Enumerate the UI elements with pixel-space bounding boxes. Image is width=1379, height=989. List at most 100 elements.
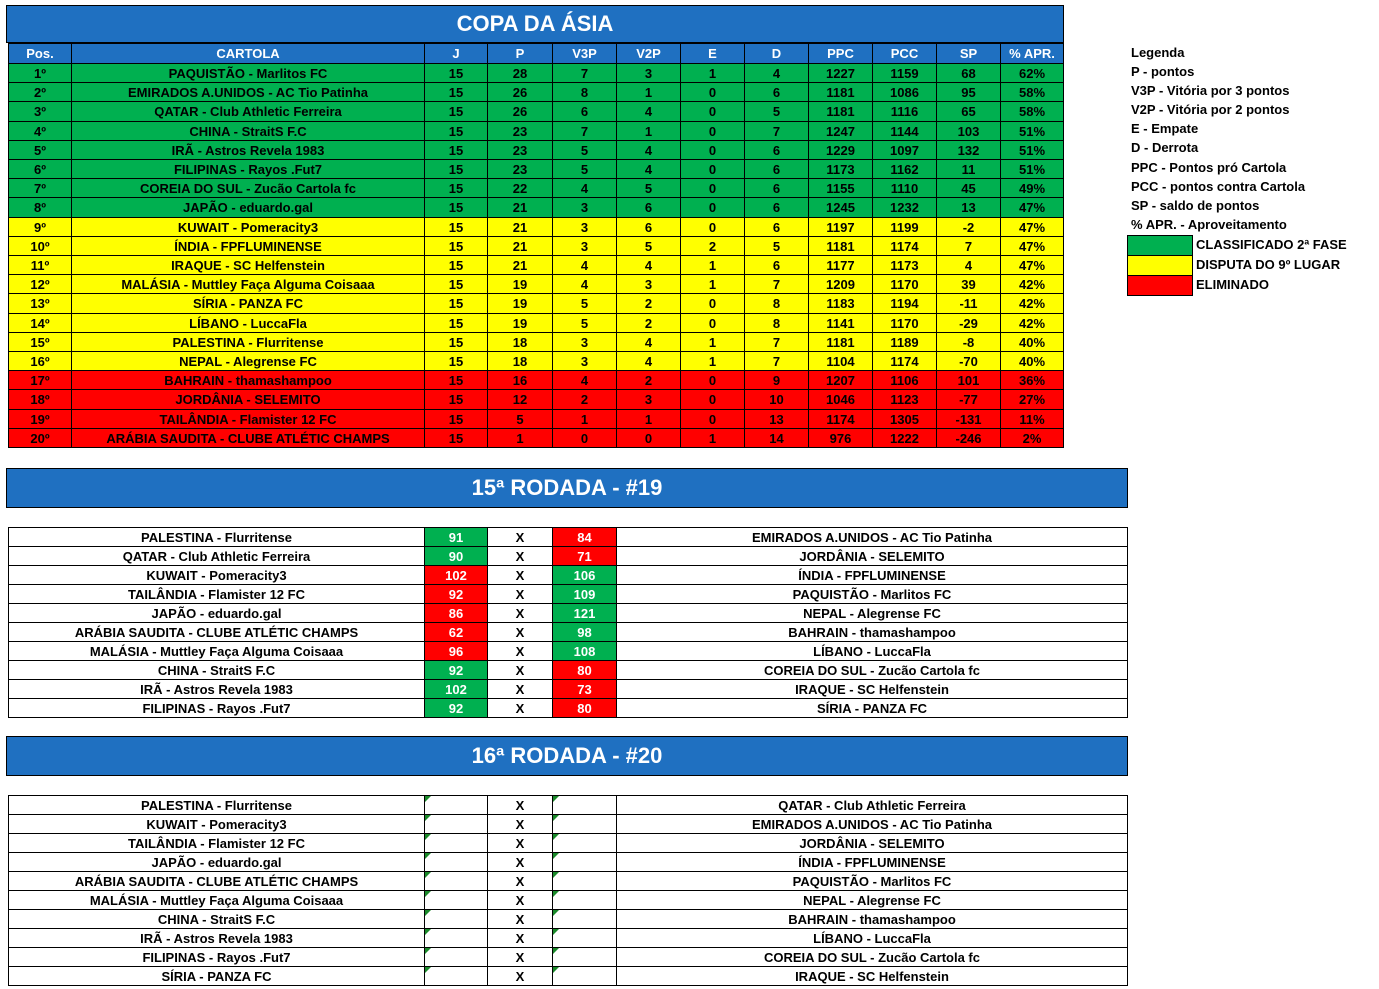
table-cell: 7	[744, 274, 809, 294]
table-cell: 95	[936, 82, 1001, 102]
home-team: PALESTINA - Flurritense	[8, 795, 425, 815]
table-cell: 1207	[808, 370, 873, 390]
table-cell: 1209	[808, 274, 873, 294]
table-cell: 1170	[872, 274, 937, 294]
table-cell: 1197	[808, 217, 873, 237]
table-cell: 5	[552, 159, 617, 179]
table-cell: 21	[487, 197, 553, 218]
table-cell: 19º	[8, 409, 72, 429]
table-cell: 4	[552, 255, 617, 275]
away-score	[552, 928, 617, 948]
comment-indicator	[425, 891, 431, 897]
away-team: EMIRADOS A.UNIDOS - AC Tio Patinha	[616, 814, 1128, 834]
table-cell: 1305	[872, 409, 937, 429]
column-header: PPC	[808, 43, 873, 64]
versus: X	[487, 871, 553, 891]
table-cell: EMIRADOS A.UNIDOS - AC Tio Patinha	[71, 82, 425, 102]
versus: X	[487, 641, 553, 661]
table-cell: 1086	[872, 82, 937, 102]
table-cell: 5	[487, 409, 553, 429]
versus: X	[487, 966, 553, 986]
table-cell: 15	[424, 63, 488, 83]
table-cell: IRAQUE - SC Helfenstein	[71, 255, 425, 275]
versus: X	[487, 584, 553, 604]
home-score	[424, 833, 488, 853]
table-cell: 6	[744, 82, 809, 102]
versus: X	[487, 698, 553, 718]
table-cell: 13	[936, 197, 1001, 218]
home-team: JAPÃO - eduardo.gal	[8, 603, 425, 623]
table-cell: CHINA - StraitS F.C	[71, 121, 425, 141]
away-team: COREIA DO SUL - Zucão Cartola fc	[616, 660, 1128, 680]
table-cell: 1174	[872, 351, 937, 371]
table-cell: 5	[552, 313, 617, 333]
home-team: IRÃ - Astros Revela 1983	[8, 928, 425, 948]
table-cell: 6	[616, 217, 681, 237]
away-team: COREIA DO SUL - Zucão Cartola fc	[616, 947, 1128, 967]
table-cell: 6	[744, 197, 809, 218]
table-cell: ÍNDIA - FPFLUMINENSE	[71, 236, 425, 256]
table-cell: 23	[487, 159, 553, 179]
table-cell: 15	[424, 389, 488, 410]
legend-item: SP - saldo de pontos	[1131, 197, 1260, 213]
table-cell: PALESTINA - Flurritense	[71, 332, 425, 352]
away-score: 106	[552, 565, 617, 585]
table-cell: 68	[936, 63, 1001, 83]
table-cell: 4	[616, 332, 681, 352]
home-team: SÍRIA - PANZA FC	[8, 966, 425, 986]
table-cell: 0	[680, 101, 745, 122]
table-cell: 6	[552, 101, 617, 122]
table-cell: 0	[680, 121, 745, 141]
away-score	[552, 795, 617, 815]
away-team: JORDÂNIA - SELEMITO	[616, 546, 1128, 566]
table-cell: 15	[424, 370, 488, 390]
home-team: FILIPINAS - Rayos .Fut7	[8, 947, 425, 967]
home-team: TAILÂNDIA - Flamister 12 FC	[8, 584, 425, 604]
table-cell: 5	[616, 236, 681, 256]
table-cell: 4	[552, 370, 617, 390]
table-cell: 7	[936, 236, 1001, 256]
table-cell: 14	[744, 428, 809, 448]
table-cell: 1174	[872, 236, 937, 256]
away-score: 109	[552, 584, 617, 604]
versus: X	[487, 814, 553, 834]
table-cell: 15	[424, 409, 488, 429]
table-cell: 3	[616, 274, 681, 294]
column-header: SP	[936, 43, 1001, 64]
table-cell: 1110	[872, 178, 937, 198]
table-cell: 0	[680, 409, 745, 429]
table-cell: 1097	[872, 140, 937, 160]
table-cell: 1199	[872, 217, 937, 237]
versus: X	[487, 947, 553, 967]
home-score: 92	[424, 584, 488, 604]
away-team: LÍBANO - LuccaFla	[616, 641, 1128, 661]
table-cell: 1245	[808, 197, 873, 218]
table-cell: 23	[487, 121, 553, 141]
home-score: 92	[424, 660, 488, 680]
home-team: FILIPINAS - Rayos .Fut7	[8, 698, 425, 718]
table-cell: 15	[424, 293, 488, 314]
table-cell: 22	[487, 178, 553, 198]
table-cell: 7	[744, 121, 809, 141]
table-cell: 12	[487, 389, 553, 410]
column-header: P	[487, 43, 553, 64]
table-cell: NEPAL - Alegrense FC	[71, 351, 425, 371]
legend-item: PCC - pontos contra Cartola	[1131, 178, 1306, 194]
away-score: 84	[552, 527, 617, 547]
comment-indicator	[553, 929, 559, 935]
table-cell: 1116	[872, 101, 937, 122]
table-cell: 7	[552, 121, 617, 141]
home-score	[424, 947, 488, 967]
versus: X	[487, 833, 553, 853]
table-cell: 15	[424, 236, 488, 256]
table-cell: 5º	[8, 140, 72, 160]
away-team: ÍNDIA - FPFLUMINENSE	[616, 565, 1128, 585]
table-cell: 5	[744, 101, 809, 122]
table-cell: 8	[744, 293, 809, 314]
home-score	[424, 909, 488, 929]
table-cell: 6	[744, 140, 809, 160]
table-cell: 8	[744, 313, 809, 333]
table-cell: 4	[616, 101, 681, 122]
table-cell: 1183	[808, 293, 873, 314]
table-cell: 0	[680, 370, 745, 390]
